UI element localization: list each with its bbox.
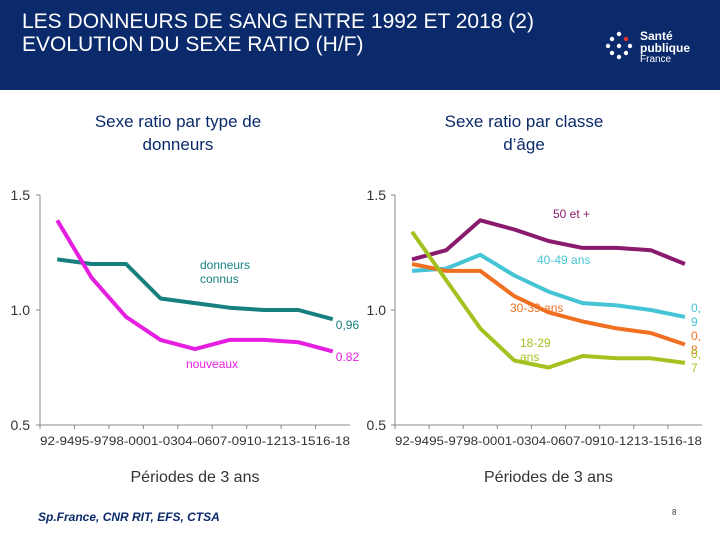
y-tick-label: 0.5 (367, 417, 387, 433)
x-axis-label: Périodes de 3 ans (131, 469, 260, 486)
x-tick-label: 01-03 (143, 436, 177, 448)
x-tick-label: 07-09 (566, 436, 600, 448)
logo-icon (605, 31, 633, 60)
series-label: 30-39 ans (510, 301, 564, 315)
x-tick-label: 04-06 (178, 436, 212, 448)
x-tick-label: 92-94 (40, 436, 75, 448)
x-tick-label: 04-06 (531, 436, 565, 448)
x-tick-label: 10-12 (600, 436, 634, 448)
series-line (56, 257, 334, 322)
series-line (411, 252, 686, 319)
value-label: 0,7 (690, 346, 701, 375)
value-label: 0,8 (690, 328, 701, 357)
y-tick-label: 1.0 (11, 302, 31, 318)
x-tick-label: 01-03 (497, 436, 531, 448)
y-tick-label: 1.5 (367, 187, 387, 203)
x-tick-label: 16-18 (316, 436, 350, 448)
series-line (411, 218, 686, 266)
logo-text: publique (640, 41, 690, 55)
y-tick-label: 1.0 (367, 302, 387, 318)
x-tick-label: 98-00 (463, 436, 497, 448)
series-label: 50 et + (553, 207, 591, 221)
slide-title: LES DONNEURS DE SANG ENTRE 1992 ET 2018 … (22, 10, 534, 56)
logo: Santé publique France (640, 30, 690, 66)
x-tick-label: 10-12 (247, 436, 281, 448)
series-line (410, 230, 686, 370)
x-axis-label: Périodes de 3 ans (484, 469, 613, 486)
logo-text: Santé (640, 29, 673, 43)
x-tick-label: 92-94 (395, 436, 430, 448)
x-tick-label: 95-97 (74, 436, 108, 448)
source: Sp.France, CNR RIT, EFS, CTSA (38, 510, 220, 524)
series-line (411, 262, 686, 347)
series-label: donneurs connus (200, 258, 251, 286)
series-label: nouveaux (186, 357, 239, 371)
chart-title: Sexe ratio par classe d’âge (444, 112, 604, 154)
chart-title: Sexe ratio par type de donneurs (94, 112, 262, 154)
x-tick-label: 07-09 (212, 436, 246, 448)
y-tick-label: 1.5 (11, 187, 31, 203)
x-tick-label: 95-97 (429, 436, 463, 448)
value-label: 0.82 (335, 350, 360, 365)
page-number: 8 (672, 508, 677, 517)
x-tick-label: 98-00 (109, 436, 143, 448)
x-tick-label: 13-15 (281, 436, 315, 448)
value-label: 0,96 (335, 318, 360, 333)
header: LES DONNEURS DE SANG ENTRE 1992 ET 2018 … (0, 0, 720, 90)
y-tick-label: 0.5 (11, 417, 31, 433)
series-label: 40-49 ans (537, 253, 591, 267)
series-line (55, 219, 334, 354)
logo-text: France (640, 54, 672, 65)
x-tick-label: 13-15 (634, 436, 668, 448)
series-label: 18-29 ans (520, 336, 551, 364)
x-tick-label: 16-18 (668, 436, 702, 448)
value-label: 0,9 (690, 300, 701, 329)
